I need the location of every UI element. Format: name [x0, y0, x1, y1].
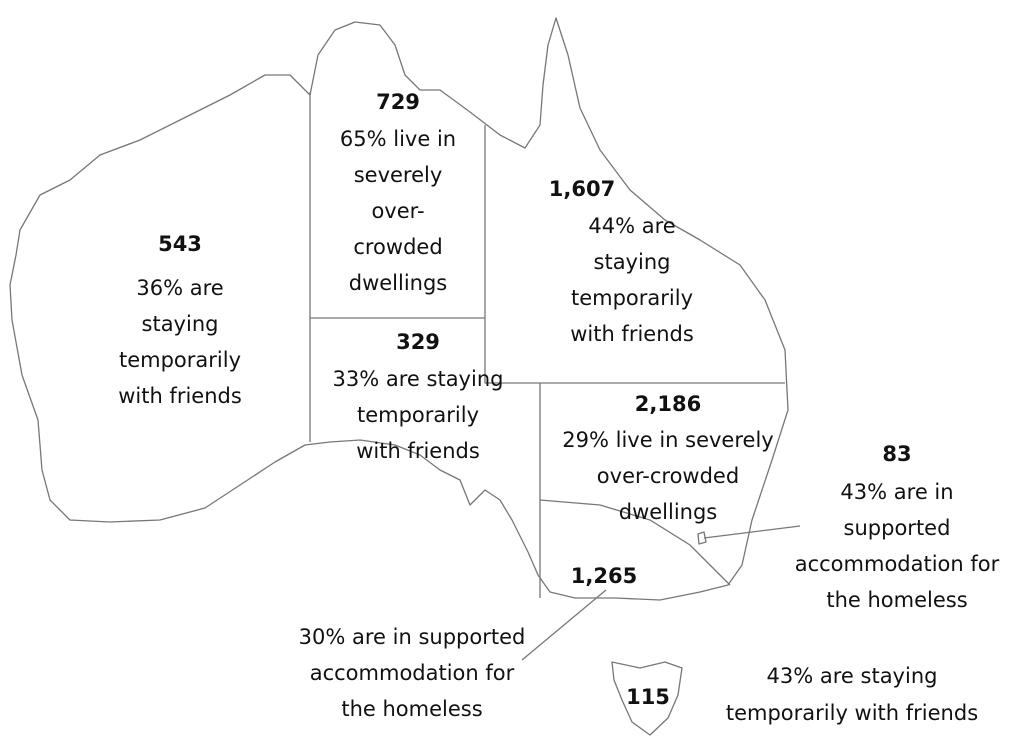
region-description: with friends	[118, 384, 242, 408]
tasmania-outline	[611, 661, 683, 736]
region-description: the homeless	[341, 697, 482, 721]
region-count: 83	[882, 442, 911, 466]
region-description: dwellings	[619, 500, 718, 524]
region-count: 543	[158, 232, 202, 256]
region-description: temporarily	[571, 286, 693, 310]
region-description: with friends	[356, 439, 480, 463]
region-description: crowded	[353, 235, 442, 259]
region-description: supported	[844, 516, 951, 540]
leader-line	[703, 525, 801, 539]
act-outline	[697, 531, 707, 545]
region-description: 65% live in	[340, 127, 456, 151]
region-count: 329	[396, 330, 440, 354]
region-description: accommodation for	[795, 552, 1000, 576]
region-count: 1,607	[549, 177, 615, 201]
region-description: staying	[142, 312, 219, 336]
region-description: temporarily	[357, 403, 479, 427]
region-description: staying	[594, 250, 671, 274]
region-description: 44% are	[588, 214, 675, 238]
region-count: 2,186	[635, 392, 701, 416]
region-description: with friends	[570, 322, 694, 346]
mainland-outline	[9, 17, 789, 601]
region-description: 43% are in	[840, 480, 953, 504]
leader-line	[521, 589, 607, 661]
region-description: temporarily	[119, 348, 241, 372]
region-description: 33% are staying	[333, 367, 504, 391]
region-description: over-crowded	[597, 464, 739, 488]
region-description: severely	[354, 163, 443, 187]
region-description: 29% live in severely	[562, 428, 773, 452]
region-description: temporarily with friends	[726, 701, 978, 725]
region-description: the homeless	[826, 588, 967, 612]
region-count: 1,265	[571, 564, 637, 588]
region-description: over-	[371, 199, 424, 223]
region-description: dwellings	[349, 271, 448, 295]
region-description: accommodation for	[310, 661, 515, 685]
region-description: 30% are in supported	[299, 625, 526, 649]
region-description: 36% are	[136, 276, 223, 300]
region-count: 729	[376, 90, 420, 114]
region-description: 43% are staying	[767, 664, 938, 688]
state-borders	[309, 92, 785, 598]
region-count: 115	[626, 685, 670, 709]
